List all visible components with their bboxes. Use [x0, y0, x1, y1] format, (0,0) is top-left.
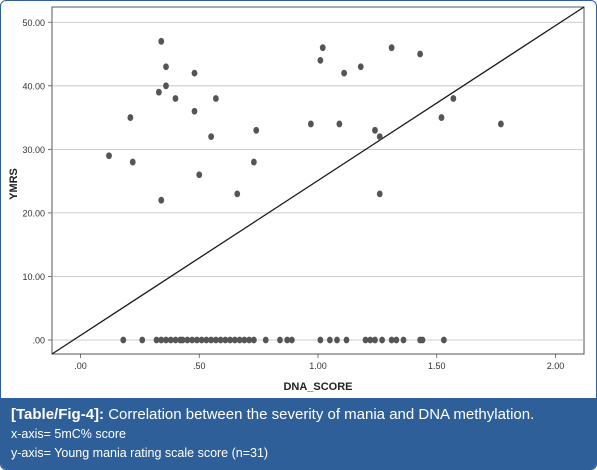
y-tick-label: 50.00: [22, 18, 45, 28]
data-point: [288, 336, 295, 344]
y-tick-label: 10.00: [22, 272, 45, 282]
data-point: [336, 120, 343, 128]
fit-line: [51, 6, 585, 355]
data-point: [172, 95, 179, 102]
data-point: [208, 336, 215, 344]
data-point: [367, 336, 374, 344]
data-point: [262, 336, 269, 344]
data-point: [250, 336, 257, 344]
data-point: [184, 336, 191, 344]
data-point: [163, 63, 169, 71]
data-point: [438, 114, 445, 121]
data-point: [343, 336, 350, 344]
data-point: [357, 63, 364, 71]
data-point: [234, 190, 241, 198]
y-tick-label: 20.00: [22, 208, 45, 218]
data-point: [388, 336, 395, 344]
data-point: [497, 120, 504, 128]
data-point: [372, 126, 378, 134]
data-point: [246, 336, 253, 344]
data-point: [198, 336, 205, 344]
data-point: [212, 336, 219, 344]
data-point: [158, 336, 165, 344]
caption-title: Correlation between the severity of mani…: [104, 406, 535, 423]
data-point: [191, 69, 198, 77]
data-point: [419, 336, 426, 344]
y-tick-labels: .00 10.00 20.00 30.00 40.00 50.00: [22, 18, 52, 346]
data-point: [334, 336, 340, 344]
caption-y-axis-note: y-axis= Young mania rating scale score (…: [11, 446, 269, 460]
data-point: [284, 336, 291, 344]
x-tick-label: 1.50: [428, 361, 446, 371]
data-point: [227, 336, 234, 344]
data-point: [163, 82, 169, 90]
data-point: [250, 158, 257, 166]
x-tick-label: .00: [74, 361, 87, 371]
data-point: [203, 336, 210, 344]
data-point: [277, 336, 283, 344]
caption-title-line: [Table/Fig-4]: Correlation between the s…: [11, 405, 586, 425]
data-point: [393, 336, 400, 344]
x-tick-label: 2.00: [547, 361, 565, 371]
data-point: [179, 336, 186, 344]
data-point: [341, 69, 348, 77]
data-point: [129, 158, 136, 166]
data-point: [236, 336, 243, 344]
data-point: [440, 336, 447, 344]
data-point: [158, 196, 165, 204]
data-point: [307, 120, 314, 128]
data-point: [326, 336, 333, 344]
data-point: [253, 126, 260, 134]
data-point: [417, 50, 424, 58]
caption-label: [Table/Fig-4]:: [11, 406, 105, 423]
data-point: [400, 336, 407, 344]
data-point: [139, 336, 146, 344]
x-axis-label: DNA_SCORE: [283, 381, 352, 393]
data-point: [120, 336, 127, 344]
x-tick-label: 1.00: [309, 361, 327, 371]
data-point: [191, 107, 198, 115]
data-point: [450, 95, 457, 102]
data-point: [379, 336, 386, 344]
data-point: [189, 336, 196, 344]
y-axis-label: YMRS: [8, 168, 20, 200]
data-point: [317, 336, 324, 344]
y-tick-label: .00: [32, 336, 45, 346]
data-point: [376, 190, 383, 198]
data-point: [106, 152, 112, 160]
data-point: [196, 171, 203, 179]
data-point: [212, 95, 219, 102]
data-point: [155, 88, 162, 96]
data-point: [167, 336, 174, 344]
x-tick-labels: .00 .50 1.00 1.50 2.00: [74, 354, 564, 371]
data-point: [158, 37, 165, 45]
data-point: [172, 336, 179, 344]
data-point: [376, 133, 383, 141]
caption-x-axis-note: x-axis= 5mC% score: [11, 427, 126, 441]
y-tick-label: 40.00: [22, 81, 45, 91]
data-point: [208, 133, 215, 141]
x-tick-label: .50: [193, 361, 206, 371]
scatter-plot: .00 10.00 20.00 30.00 40.00 50.00 .00 .50 1.00 1…: [8, 6, 585, 393]
data-point: [241, 336, 248, 344]
data-point: [153, 336, 160, 344]
data-point: [222, 336, 229, 344]
data-point: [217, 336, 224, 344]
figure-caption: [Table/Fig-4]: Correlation between the s…: [1, 398, 596, 469]
data-point: [193, 336, 200, 344]
data-point: [231, 336, 238, 344]
data-point: [317, 56, 324, 64]
data-points: [106, 37, 504, 344]
data-point: [388, 44, 395, 52]
data-point: [362, 336, 369, 344]
y-tick-label: 30.00: [22, 145, 45, 155]
data-point: [372, 336, 378, 344]
data-point: [319, 44, 326, 52]
data-point: [163, 336, 169, 344]
data-point: [127, 114, 134, 121]
